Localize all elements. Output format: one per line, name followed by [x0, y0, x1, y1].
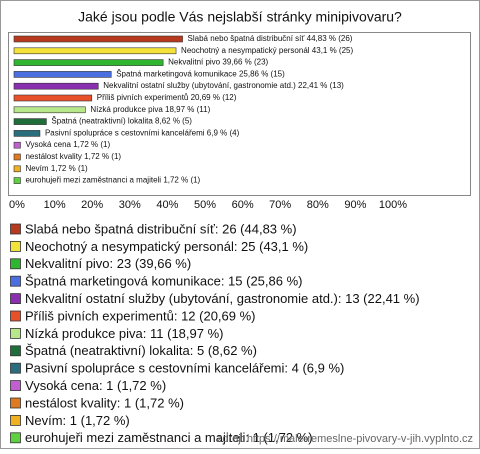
legend-label: Nevím: 1 (1,72 %) — [25, 413, 130, 428]
category-label: Pasivní spolupráce s cestovními kancelář… — [45, 129, 205, 138]
legend-swatch — [10, 240, 21, 252]
bar-label: Nízká produkce piva 18,97 % (11) — [90, 105, 210, 114]
bar-label: nestálost kvality 1,72 % (1) — [25, 152, 121, 161]
x-tick-label: 0% — [9, 199, 25, 211]
bar — [13, 177, 21, 184]
source: zdroj: https://male-remeslne-pivovary-v-… — [217, 433, 473, 445]
bar — [13, 106, 86, 114]
legend-label: Nízká produkce piva: 11 (18,97 %) — [25, 326, 223, 341]
bar — [13, 47, 177, 55]
bar — [13, 118, 47, 125]
bar-label: Pasivní spolupráce s cestovními kancelář… — [45, 129, 240, 138]
bar — [13, 82, 99, 90]
legend-label: Neochotný a nesympatický personál: 25 (4… — [25, 239, 308, 254]
category-label: eurohujeři mezi zaměstnanci a majiteli — [25, 176, 161, 185]
bar — [13, 141, 21, 149]
legend-label: Pasivní spolupráce s cestovními kancelář… — [25, 361, 344, 376]
bar-label: eurohujeři mezi zaměstnanci a majiteli 1… — [25, 176, 200, 185]
bar-label: Neochotný a nesympatický personál 43,1 %… — [181, 46, 353, 55]
bar-label: Příliš pivních experimentů 20,69 % (12) — [97, 93, 237, 102]
value-label: 44,83 % (26) — [307, 34, 353, 43]
legend-swatch — [10, 310, 21, 322]
bar-label: Špatná (neatraktivní) lokalita 8,62 % (5… — [51, 117, 192, 126]
bar — [13, 35, 183, 43]
x-tick-label: 100% — [379, 199, 407, 211]
category-label: Špatná marketingová komunikace — [116, 70, 237, 79]
legend-swatch — [10, 258, 21, 270]
legend-label: eurohujeři mezi zaměstnanci a majiteli: … — [25, 430, 313, 445]
x-tick-label: 50% — [194, 199, 216, 211]
bar-label: Nekvalitní ostatní služby (ubytování, ga… — [103, 81, 344, 90]
value-label: 25,86 % (15) — [239, 70, 285, 79]
category-label: Příliš pivních experimentů — [97, 93, 189, 102]
category-label: nestálost kvality — [25, 152, 81, 161]
x-tick-label: 60% — [232, 199, 254, 211]
x-tick-label: 10% — [44, 199, 66, 211]
bar — [13, 153, 21, 161]
legend-swatch — [10, 362, 21, 374]
legend-label: Nekvalitní pivo: 23 (39,66 %) — [25, 256, 191, 271]
legend-label: Vysoká cena: 1 (1,72 %) — [25, 378, 166, 393]
x-tick-label: 70% — [269, 199, 291, 211]
bar — [13, 59, 164, 66]
x-tick-label: 90% — [344, 199, 366, 211]
category-label: Nízká produkce piva — [90, 105, 163, 114]
category-label: Nekvalitní pivo — [168, 58, 221, 67]
x-tick-label: 80% — [307, 199, 329, 211]
value-label: 1,72 % (1) — [163, 176, 200, 185]
value-label: 43,1 % (25) — [312, 46, 354, 55]
category-label: Neochotný a nesympatický personál — [181, 46, 310, 55]
legend-swatch — [10, 293, 21, 305]
legend-swatch — [10, 327, 21, 339]
legend-label: Příliš pivních experimentů: 12 (20,69 %) — [25, 308, 256, 323]
x-tick-label: 20% — [81, 199, 103, 211]
bar-label: Slabá nebo špatná distribuční síť 44,83 … — [188, 34, 353, 43]
category-label: Vysoká cena — [25, 140, 71, 149]
chart-title: Jaké jsou podle Vás nejslabší stránky mi… — [78, 9, 402, 25]
value-label: 20,69 % (12) — [191, 93, 237, 102]
legend-label: Špatná marketingová komunikace: 15 (25,8… — [25, 274, 303, 289]
bar — [13, 130, 41, 137]
legend-swatch — [10, 345, 21, 357]
value-label: 8,62 % (5) — [155, 117, 192, 126]
value-label: 39,66 % (23) — [222, 58, 268, 67]
bar-label: Špatná marketingová komunikace 25,86 % (… — [116, 70, 285, 79]
value-label: 6,9 % (4) — [207, 129, 240, 138]
legend-swatch — [10, 380, 21, 392]
value-label: 1,72 % (1) — [51, 164, 88, 173]
bar-label: Vysoká cena 1,72 % (1) — [25, 140, 110, 149]
category-label: Špatná (neatraktivní) lokalita — [51, 117, 153, 126]
category-label: Nekvalitní ostatní služby (ubytování, ga… — [103, 81, 296, 90]
category-label: Slabá nebo špatná distribuční síť — [188, 34, 306, 43]
bar-label: Nevím 1,72 % (1) — [25, 164, 88, 173]
x-tick-label: 40% — [156, 199, 178, 211]
legend-label: Slabá nebo špatná distribuční síť: 26 (4… — [25, 221, 297, 236]
bar — [13, 165, 21, 173]
value-label: 1,72 % (1) — [73, 140, 110, 149]
category-label: Nevím — [25, 164, 48, 173]
value-label: 18,97 % (11) — [165, 105, 211, 114]
x-tick-label: 30% — [119, 199, 141, 211]
legend-label: Špatná (neatraktivní) lokalita: 5 (8,62 … — [25, 343, 257, 358]
bar — [13, 71, 112, 78]
bar — [13, 94, 93, 102]
legend-label: Nekvalitní ostatní služby (ubytování, ga… — [25, 291, 420, 306]
bar-label: Nekvalitní pivo 39,66 % (23) — [168, 58, 268, 67]
value-label: 1,72 % (1) — [84, 152, 121, 161]
value-label: 22,41 % (13) — [298, 81, 344, 90]
legend-swatch — [10, 275, 21, 287]
legend-swatch — [10, 397, 21, 409]
legend-swatch — [10, 432, 21, 444]
legend-swatch — [10, 414, 21, 426]
legend-label: nestálost kvality: 1 (1,72 %) — [25, 395, 184, 410]
legend-swatch — [10, 223, 21, 235]
